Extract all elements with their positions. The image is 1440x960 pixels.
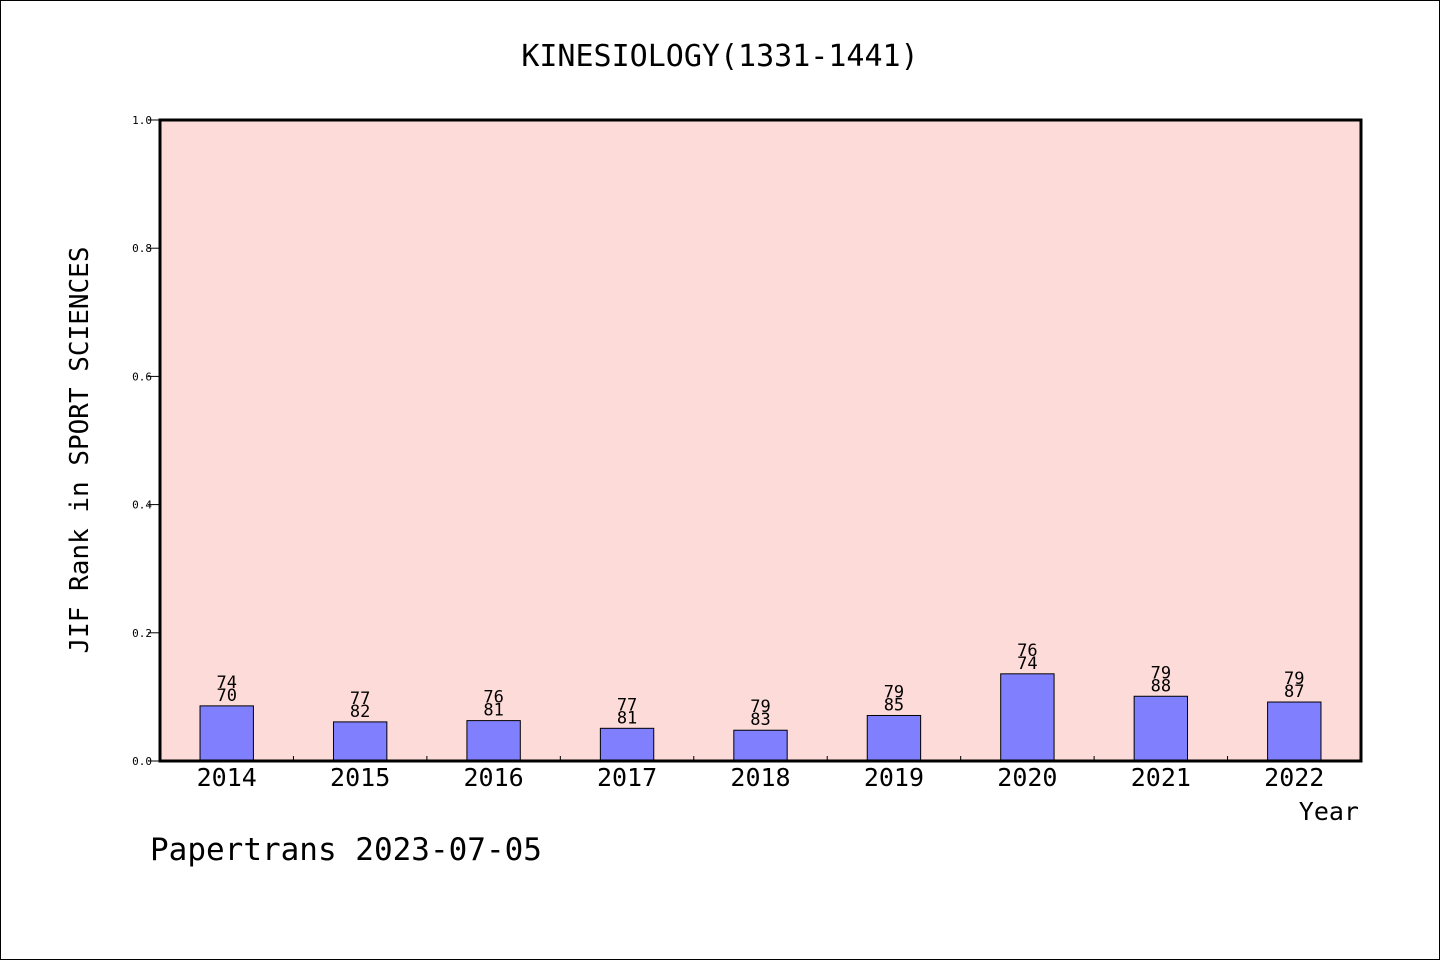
bar-2019 bbox=[866, 714, 922, 762]
x-tick-label-2014: 2014 bbox=[197, 763, 257, 792]
x-tick-label-2020: 2020 bbox=[997, 763, 1057, 792]
x-tick-label-2017: 2017 bbox=[597, 763, 657, 792]
y-tick-label: 0.0 bbox=[132, 755, 152, 768]
y-tick-label: 1.0 bbox=[132, 114, 152, 127]
x-tick-label-2016: 2016 bbox=[464, 763, 524, 792]
bar-2017 bbox=[599, 727, 655, 762]
y-axis: 0.0 0.2 0.4 0.6 0.8 1.0 bbox=[132, 114, 160, 768]
bar-label-bottom-2018: 83 bbox=[750, 710, 770, 730]
y-tick-label: 0.4 bbox=[132, 499, 152, 512]
x-tick-label-2018: 2018 bbox=[730, 763, 790, 792]
bar-2020 bbox=[1000, 673, 1055, 762]
bar-label-bottom-2017: 81 bbox=[617, 708, 637, 728]
bar-2014 bbox=[199, 705, 254, 762]
x-tick-label-2015: 2015 bbox=[330, 763, 390, 792]
plot-area bbox=[160, 120, 1361, 761]
bar-label-bottom-2019: 85 bbox=[884, 695, 904, 715]
x-axis: 2014 2015 2016 2017 2018 2019 2020 2021 2022 bbox=[197, 756, 1324, 792]
bar-label-bottom-2015: 82 bbox=[350, 702, 370, 722]
bars-group bbox=[199, 673, 1322, 762]
x-axis-label: Year bbox=[1299, 797, 1359, 826]
bar-label-top-2019: 79 bbox=[884, 682, 904, 702]
bar-label-top-2015: 77 bbox=[350, 689, 370, 709]
chart-title: KINESIOLOGY(1331-1441) bbox=[521, 39, 918, 74]
plot-border bbox=[158, 118, 1363, 763]
bar-label-bottom-2022: 87 bbox=[1284, 682, 1304, 702]
bar-label-bottom-2020: 74 bbox=[1017, 654, 1037, 674]
bar-label-bottom-2021: 88 bbox=[1151, 676, 1171, 696]
bar-label-top-2021: 79 bbox=[1151, 663, 1171, 683]
bar-2022 bbox=[1267, 701, 1322, 762]
x-tick-label-2022: 2022 bbox=[1264, 763, 1324, 792]
bar-2016 bbox=[466, 720, 521, 762]
bar-2015 bbox=[332, 721, 388, 762]
bar-label-top-2017: 77 bbox=[617, 695, 637, 715]
bar-label-top-2018: 79 bbox=[750, 697, 770, 717]
y-tick-label: 0.6 bbox=[132, 370, 152, 383]
footer-credit: Papertrans 2023-07-05 bbox=[150, 832, 542, 868]
x-tick-label-2021: 2021 bbox=[1131, 763, 1191, 792]
bar-label-top-2020: 76 bbox=[1017, 641, 1037, 661]
bar-label-bottom-2014: 70 bbox=[216, 686, 236, 706]
bar-label-top-2014: 74 bbox=[216, 673, 236, 693]
y-tick-label: 0.2 bbox=[132, 627, 152, 640]
bar-label-top-2022: 79 bbox=[1284, 669, 1304, 689]
y-tick-label: 0.8 bbox=[132, 242, 152, 255]
bar-2021 bbox=[1133, 695, 1189, 762]
x-tick-label-2019: 2019 bbox=[864, 763, 924, 792]
bar-label-top-2016: 76 bbox=[483, 688, 503, 708]
y-axis-label: JIF Rank in SPORT SCIENCES bbox=[65, 247, 95, 654]
bar-label-bottom-2016: 81 bbox=[483, 701, 503, 721]
bar-2018 bbox=[733, 729, 788, 762]
